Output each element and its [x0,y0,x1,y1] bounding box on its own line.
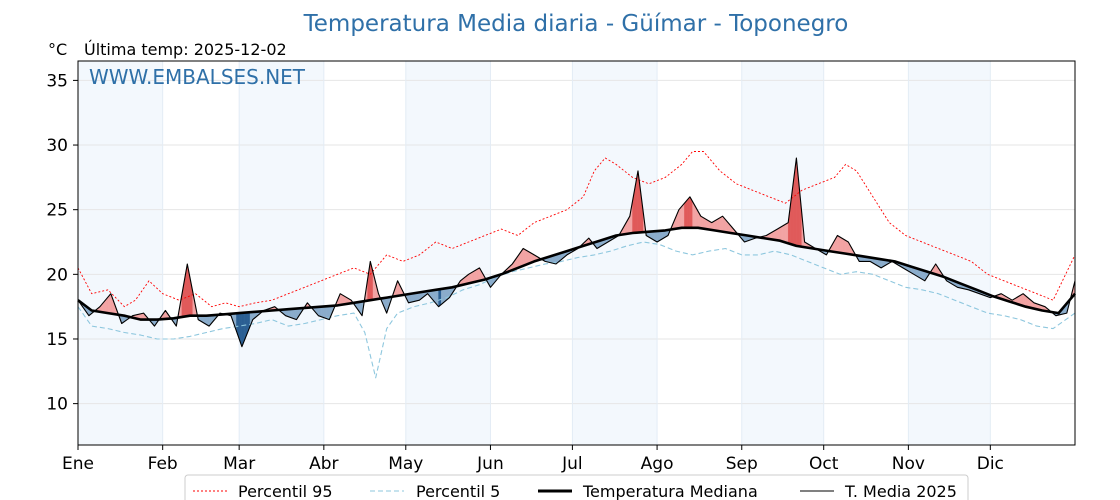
legend-label-median: Temperatura Mediana [582,482,758,500]
anomaly-fill [845,240,849,255]
anomaly-fill [779,225,783,242]
chart-title: Temperatura Media diaria - Güímar - Topo… [303,11,849,37]
series-p95-line [77,151,1076,308]
month-band [572,61,658,445]
month-bands [78,61,991,445]
anomaly-fill [293,308,297,320]
x-tick-label: Abr [309,454,338,474]
anomaly-fill [686,196,691,228]
anomaly-fill [320,306,325,318]
unit-label: °C [48,40,67,59]
series-median-line [77,226,1076,321]
anomaly-fill [837,235,841,254]
y-tick-label: 30 [46,136,68,156]
legend-label-p5: Percentil 5 [416,482,500,500]
anomaly-fill [719,215,723,232]
month-band [908,61,991,445]
anomaly-fill [782,223,786,243]
legend-label-2025: T. Media 2025 [844,482,957,500]
month-band [78,61,163,445]
plot-frame [77,60,1076,446]
y-axis: 10 15 20 25 30 35 [46,71,78,415]
series-2025-line [77,157,1076,348]
x-tick-label: Dic [977,454,1004,474]
anomaly-fill [716,217,721,232]
x-tick-label: Nov [892,454,925,474]
x-tick-label: May [388,454,423,474]
y-tick-label: 20 [46,265,68,285]
legend-label-p95: Percentil 95 [238,482,333,500]
x-axis: Ene Feb Mar Abr May Jun Jul Ago Sep Oct Nov Dic [62,445,1004,474]
x-tick-label: Mar [223,454,255,474]
series-lines [77,151,1076,379]
anomaly-fill [438,288,442,308]
y-tick-label: 25 [46,201,68,221]
month-band [239,61,324,445]
x-tick-label: Feb [148,454,178,474]
anomaly-fill [681,202,685,228]
anomaly-fill [839,236,844,254]
x-tick-label: Sep [726,454,758,474]
y-tick-label: 35 [46,71,68,91]
watermark: WWW.EMBALSES.NET [89,65,306,89]
month-band [405,61,491,445]
month-band [741,61,824,445]
series-p5-line [77,241,1076,379]
anomaly-fill [842,238,846,254]
legend: Percentil 95 Percentil 5 Temperatura Med… [184,474,969,500]
x-tick-label: Oct [809,454,839,474]
anomaly-fill [523,248,527,267]
x-tick-label: Jul [561,454,583,474]
anomaly-fill [785,222,789,244]
legend-box [184,474,969,500]
last-update-label: Última temp: 2025-12-02 [84,40,287,59]
x-tick-label: Jun [476,454,504,474]
anomaly-fill [476,267,480,282]
anomaly-fill [290,308,294,319]
x-tick-label: Ago [641,454,674,474]
y-tick-label: 10 [46,395,68,415]
x-tick-label: Ene [62,454,94,474]
anomaly-fill [323,306,327,319]
anomaly-fill [684,199,688,228]
y-tick-label: 15 [46,330,68,350]
